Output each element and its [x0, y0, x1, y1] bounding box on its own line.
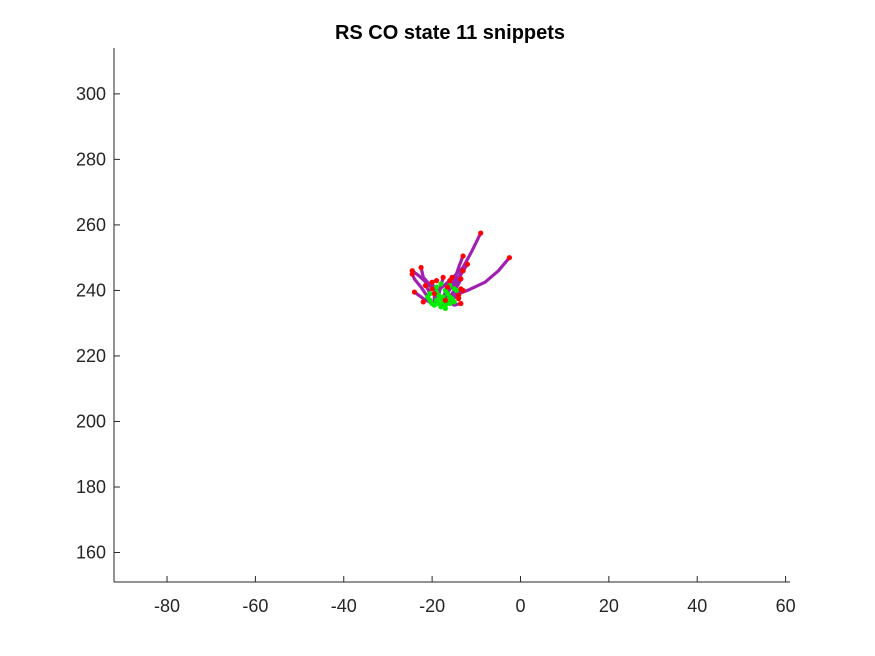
x-tick-label: 40: [687, 596, 707, 616]
y-tick-label: 180: [76, 477, 106, 497]
end-point: [449, 274, 455, 280]
start-point: [431, 302, 437, 308]
start-point: [451, 299, 457, 305]
x-tick-label: -20: [419, 596, 445, 616]
end-point: [429, 286, 435, 292]
end-point: [409, 271, 415, 277]
x-tick-label: 60: [776, 596, 796, 616]
end-point: [458, 276, 464, 282]
x-tick-label: -60: [242, 596, 268, 616]
start-point: [438, 281, 444, 287]
end-point: [506, 255, 513, 261]
y-tick-label: 240: [76, 280, 106, 300]
x-tick-label: -80: [154, 596, 180, 616]
start-point: [427, 291, 433, 297]
end-point: [431, 291, 437, 297]
end-point: [429, 279, 435, 285]
end-point: [460, 287, 466, 294]
end-point: [460, 268, 466, 274]
end-point: [444, 284, 451, 290]
start-point: [433, 284, 440, 290]
plot-area: [409, 230, 513, 312]
y-tick-label: 200: [76, 411, 106, 431]
x-tick-label: -40: [331, 596, 357, 616]
end-point: [478, 230, 484, 236]
y-tick-label: 300: [76, 84, 106, 104]
end-point: [464, 261, 471, 267]
start-point: [442, 305, 448, 312]
end-point: [440, 274, 446, 280]
end-point: [458, 300, 464, 307]
y-tick-label: 220: [76, 346, 106, 366]
start-point: [427, 297, 433, 303]
end-point: [420, 299, 426, 305]
chart-title: RS CO state 11 snippets: [335, 22, 565, 44]
x-tick-label: 0: [515, 596, 525, 616]
end-point: [418, 264, 424, 271]
trajectory-line: [432, 231, 483, 296]
trajectory-line: [410, 272, 430, 299]
end-point: [460, 253, 466, 259]
end-point: [422, 282, 429, 289]
start-point: [453, 287, 460, 294]
y-tick-label: 280: [76, 149, 106, 169]
y-tick-label: 160: [76, 543, 106, 563]
axes: -80 -60 -40 -20 0 20 40 60 160 180 200 220 240 260 280…: [76, 48, 796, 616]
start-point: [436, 300, 442, 307]
end-point: [411, 289, 418, 295]
y-tick-label: 260: [76, 215, 106, 235]
end-point: [433, 278, 440, 284]
start-point: [436, 292, 442, 298]
end-point: [442, 297, 448, 303]
end-point: [456, 296, 462, 302]
x-tick-label: 20: [599, 596, 619, 616]
